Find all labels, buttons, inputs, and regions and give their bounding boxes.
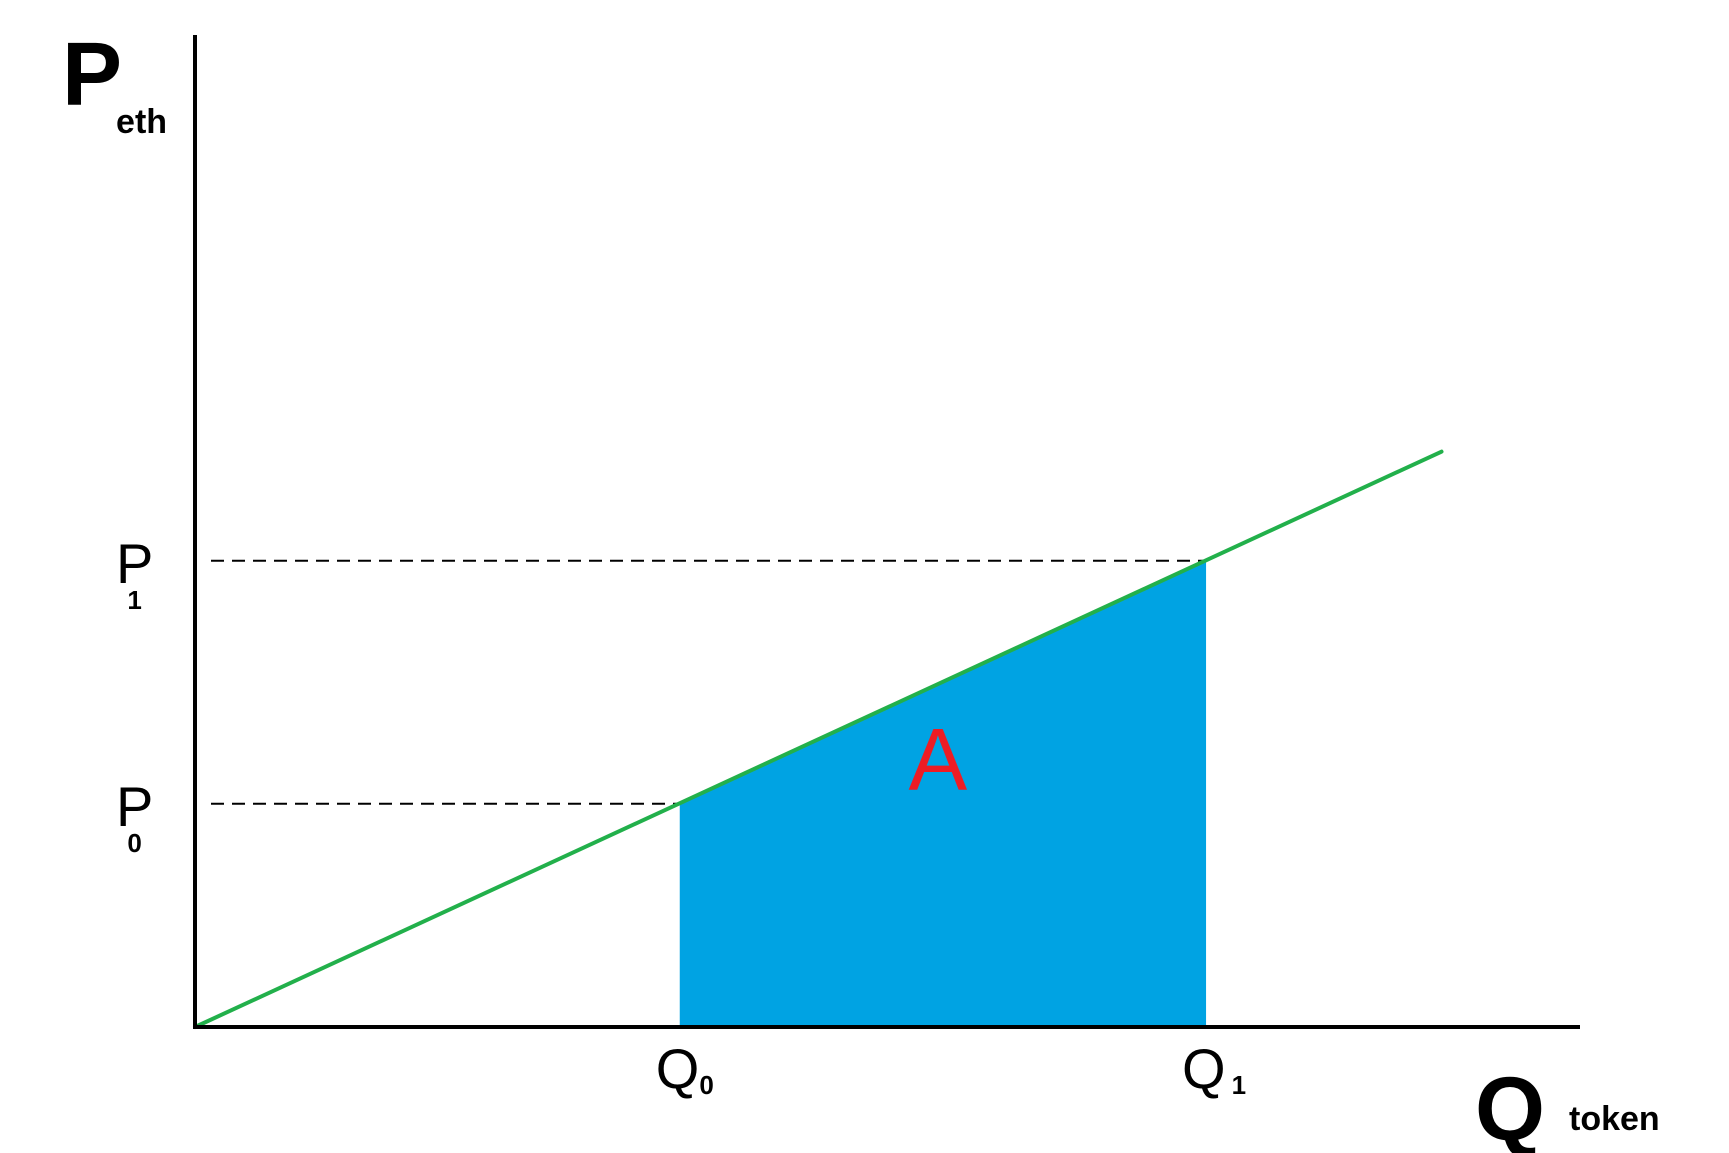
x-tick-label-1-sub: 1 [1232, 1070, 1246, 1100]
y-tick-label-1-main: P [116, 532, 153, 595]
y-tick-label-0-sub: 0 [127, 828, 141, 858]
supply-curve-line [193, 449, 1444, 1029]
x-tick-label-0-main: Q [656, 1037, 700, 1100]
x-tick-label-0: Q0 [656, 1037, 714, 1100]
shaded-area [679, 560, 1207, 1027]
x-axis-label-main: Q [1475, 1060, 1545, 1153]
y-axis-label-sub: eth [116, 103, 167, 141]
y-tick-label-0-main: P [116, 775, 153, 838]
guide-lines-layer [211, 559, 1207, 805]
shaded-area-layer [679, 560, 1207, 1027]
y-axis-label: Peth [62, 25, 167, 141]
y-axis-label-main: P [62, 25, 122, 125]
x-tick-label-1-main: Q [1182, 1037, 1226, 1100]
y-tick-label-1-sub: 1 [127, 585, 141, 615]
series-line-layer [193, 449, 1444, 1029]
tick-labels-layer: P 0P 1Q0 Q 1 [116, 532, 1246, 1100]
area-label: A [909, 710, 968, 809]
axes-layer [193, 35, 1580, 1029]
x-tick-label-0-sub: 0 [699, 1070, 713, 1100]
x-axis-label-sub: token [1569, 1100, 1660, 1138]
